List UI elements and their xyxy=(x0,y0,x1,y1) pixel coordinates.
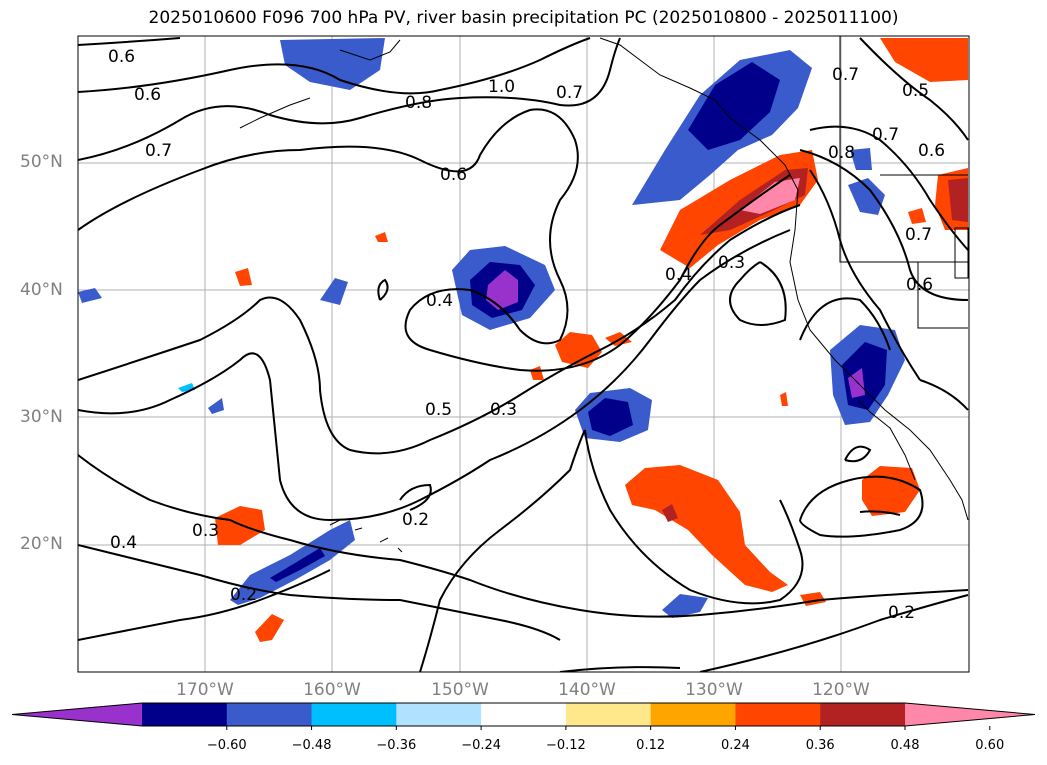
contour-label: 0.6 xyxy=(134,85,161,105)
lon-label-170w: 170°W xyxy=(176,680,234,700)
colorbar-segment xyxy=(311,703,397,726)
contour-label: 0.7 xyxy=(832,65,859,85)
negative-anomaly-area xyxy=(280,38,385,90)
positive-anomaly-area xyxy=(662,504,678,522)
colorbar-segment xyxy=(142,703,228,726)
colorbar-extend-low xyxy=(12,703,142,726)
colorbar-tick-label: −0.48 xyxy=(291,738,332,753)
colorbar-segment xyxy=(565,703,652,726)
lat-label-40n: 40°N xyxy=(20,280,63,300)
contour-label: 0.5 xyxy=(902,81,929,101)
negative-anomaly-area xyxy=(850,148,872,170)
contour-label: 0.7 xyxy=(905,225,932,245)
contour-label: 0.4 xyxy=(426,291,453,311)
contour-label: 0.4 xyxy=(110,533,137,553)
positive-anomaly-area xyxy=(948,178,968,222)
colorbar-tick-label: 0.36 xyxy=(805,738,835,753)
contour-label: 0.3 xyxy=(192,521,219,541)
lat-label-50n: 50°N xyxy=(20,152,63,172)
map-title: 2025010600 F096 700 hPa PV, river basin … xyxy=(148,8,899,28)
colorbar-tick-label: −0.36 xyxy=(376,738,417,753)
colorbar-tick-label: 0.48 xyxy=(890,738,920,753)
contour-label: 0.7 xyxy=(145,141,172,161)
positive-anomaly-area xyxy=(255,614,284,642)
lon-label-160w: 160°W xyxy=(303,680,361,700)
negative-anomaly-area xyxy=(486,270,518,310)
positive-anomaly-area xyxy=(862,466,920,516)
contour-label: 0.6 xyxy=(918,141,945,161)
contour-label: 0.7 xyxy=(872,125,899,145)
positive-anomaly-area xyxy=(908,208,926,224)
lon-label-140w: 140°W xyxy=(558,680,616,700)
contour-label: 0.6 xyxy=(440,165,467,185)
lat-label-30n: 30°N xyxy=(20,407,63,427)
pv-contours xyxy=(78,37,969,672)
lat-label-20n: 20°N xyxy=(20,534,63,554)
colorbar-tick-label: −0.24 xyxy=(461,738,502,753)
contour-label-group: 0.6 0.6 0.7 0.8 1.0 0.7 0.6 0.4 0.5 0.3 … xyxy=(108,47,945,623)
negative-anomaly-area xyxy=(230,520,355,605)
colorbar-segment xyxy=(481,703,567,726)
lon-label-130w: 130°W xyxy=(685,680,743,700)
negative-anomaly-area xyxy=(78,288,102,303)
colorbar-tick-label: −0.60 xyxy=(206,738,247,753)
contour-label: 0.5 xyxy=(425,400,452,420)
positive-anomaly-area xyxy=(625,465,788,592)
map-background xyxy=(78,36,969,672)
colorbar-tick-label: 0.24 xyxy=(720,738,750,753)
positive-anomaly-area xyxy=(375,232,388,242)
positive-anomaly-area xyxy=(880,38,968,82)
contour-label: 0.6 xyxy=(108,47,135,67)
contour-label: 0.2 xyxy=(402,510,429,530)
lon-label-120w: 120°W xyxy=(812,680,870,700)
contour-label: 0.3 xyxy=(490,400,517,420)
contour-label: 0.2 xyxy=(230,585,257,605)
positive-anomaly-area xyxy=(530,366,544,380)
negative-anomaly-area xyxy=(662,594,708,618)
contour-label: 0.7 xyxy=(556,83,583,103)
colorbar-segment xyxy=(820,703,906,726)
colorbar-tick-label: 0.12 xyxy=(636,738,666,753)
negative-anomaly-area xyxy=(270,548,325,582)
lon-label-150w: 150°W xyxy=(431,680,489,700)
negative-anomaly-area xyxy=(320,278,348,305)
contour-label: 0.4 xyxy=(665,265,692,285)
colorbar-segment xyxy=(650,703,736,726)
colorbar-segment xyxy=(735,703,821,726)
colorbar-outline xyxy=(11,702,1036,727)
colorbar xyxy=(11,702,1036,730)
contour-label: 0.2 xyxy=(888,603,915,623)
negative-anomaly-area xyxy=(848,368,865,398)
colorbar-tick-label: −0.12 xyxy=(545,738,586,753)
map-frame xyxy=(77,35,970,673)
contour-label: 0.3 xyxy=(718,253,745,273)
negative-anomaly-area xyxy=(208,398,224,414)
precip-shading xyxy=(78,38,968,642)
positive-anomaly-area xyxy=(235,268,252,286)
negative-anomaly-area xyxy=(688,62,780,150)
positive-anomaly-area xyxy=(740,178,800,214)
colorbar-segment xyxy=(226,703,313,726)
negative-anomaly-area xyxy=(588,398,633,436)
contour-label: 0.8 xyxy=(828,143,855,163)
colorbar-segment xyxy=(396,703,482,726)
colorbar-tick-label: 0.60 xyxy=(975,738,1005,753)
coastlines xyxy=(239,36,969,553)
positive-anomaly-area xyxy=(555,332,602,368)
negative-anomaly-area xyxy=(848,178,885,215)
contour-label: 0.8 xyxy=(405,93,432,113)
colorbar-extend-high xyxy=(905,703,1035,726)
contour-label: 0.6 xyxy=(906,275,933,295)
contour-label: 1.0 xyxy=(488,77,515,97)
positive-anomaly-area xyxy=(780,392,788,406)
